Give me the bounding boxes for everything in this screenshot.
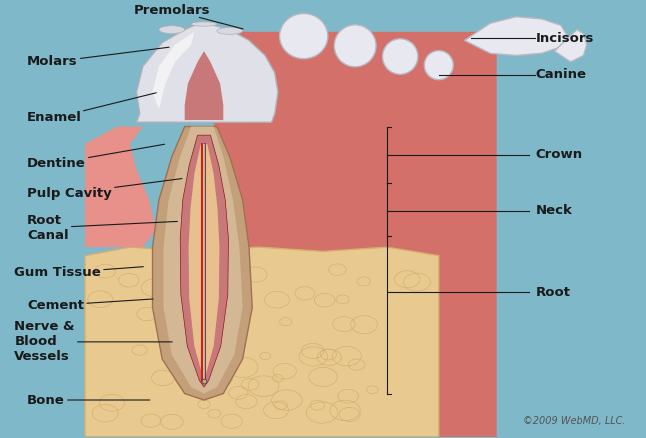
Polygon shape [152,127,252,400]
Text: Neck: Neck [536,204,572,217]
Text: Gum Tissue: Gum Tissue [14,266,143,279]
Text: Molars: Molars [27,47,169,68]
Ellipse shape [159,26,185,34]
Ellipse shape [334,25,376,67]
Polygon shape [185,51,224,120]
Polygon shape [189,144,220,383]
Text: Enamel: Enamel [27,93,156,124]
Polygon shape [152,32,194,110]
Text: ©2009 WebMD, LLC.: ©2009 WebMD, LLC. [523,416,625,426]
Ellipse shape [382,39,418,74]
Ellipse shape [280,14,328,59]
Polygon shape [368,49,439,247]
Ellipse shape [424,51,453,80]
Polygon shape [163,127,243,394]
Text: Cement: Cement [27,299,153,312]
Text: Pulp Cavity: Pulp Cavity [27,179,182,200]
Text: Root: Root [536,286,570,299]
FancyBboxPatch shape [214,32,497,438]
Polygon shape [554,30,587,62]
Polygon shape [180,135,229,387]
Text: Dentine: Dentine [27,144,165,170]
Text: Nerve &
Blood
Vessels: Nerve & Blood Vessels [14,320,172,364]
Polygon shape [85,127,156,247]
Polygon shape [464,17,567,56]
Polygon shape [152,30,255,122]
Text: Incisors: Incisors [536,32,594,45]
Text: Crown: Crown [536,148,583,161]
Polygon shape [85,247,439,437]
Ellipse shape [191,22,217,26]
Text: Premolars: Premolars [134,4,243,29]
Polygon shape [136,23,278,122]
Text: Bone: Bone [27,393,150,406]
Text: Canine: Canine [536,68,587,81]
Text: Root
Canal: Root Canal [27,214,178,242]
Ellipse shape [217,28,243,34]
